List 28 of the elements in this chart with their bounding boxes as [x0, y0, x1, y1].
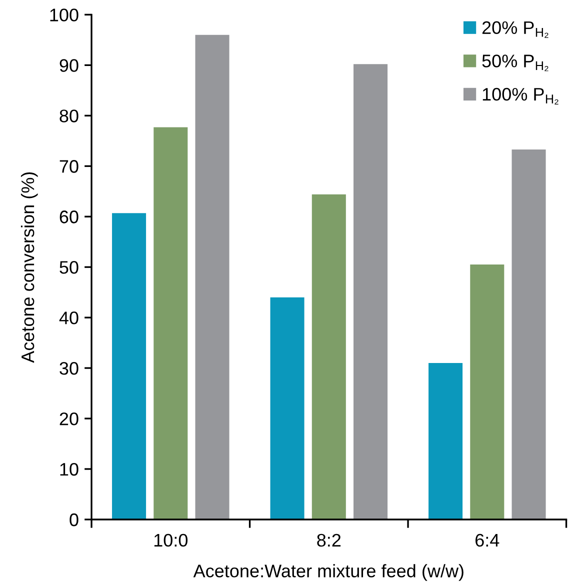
bar	[195, 34, 230, 520]
bar	[512, 149, 546, 520]
x-axis-title: Acetone:Water mixture feed (w/w)	[193, 564, 464, 581]
y-tick-label: 30	[60, 362, 78, 375]
y-tick-label: 70	[60, 160, 78, 173]
x-tick-label: 6:4	[476, 534, 500, 547]
legend-label: 20% P$_{H₂}$	[482, 21, 548, 38]
x-tick-label: 10:0	[154, 534, 188, 547]
bar	[470, 264, 504, 520]
y-tick-label: 40	[59, 312, 78, 324]
bar	[154, 127, 188, 520]
y-tick-label: 50	[60, 261, 78, 274]
bar	[428, 363, 463, 520]
y-tick-label: 90	[60, 59, 78, 72]
y-tick-label: 20	[60, 412, 78, 426]
y-tick-label: 60	[60, 210, 78, 224]
bar	[270, 297, 304, 520]
y-tick-label: 0	[70, 513, 78, 526]
legend-label: 50% P$_{H₂}$	[482, 54, 548, 72]
x-tick-label: 8:2	[317, 534, 341, 547]
y-tick-label: 100	[50, 8, 78, 22]
y-axis-title: Acetone conversion (%)	[20, 172, 38, 363]
bar	[112, 213, 146, 520]
bar	[354, 64, 388, 520]
bar	[312, 194, 346, 520]
y-tick-label: 10	[60, 462, 78, 476]
y-tick-label: 80	[60, 110, 78, 122]
legend-label: 100% P$_{H₂}$	[482, 88, 558, 104]
